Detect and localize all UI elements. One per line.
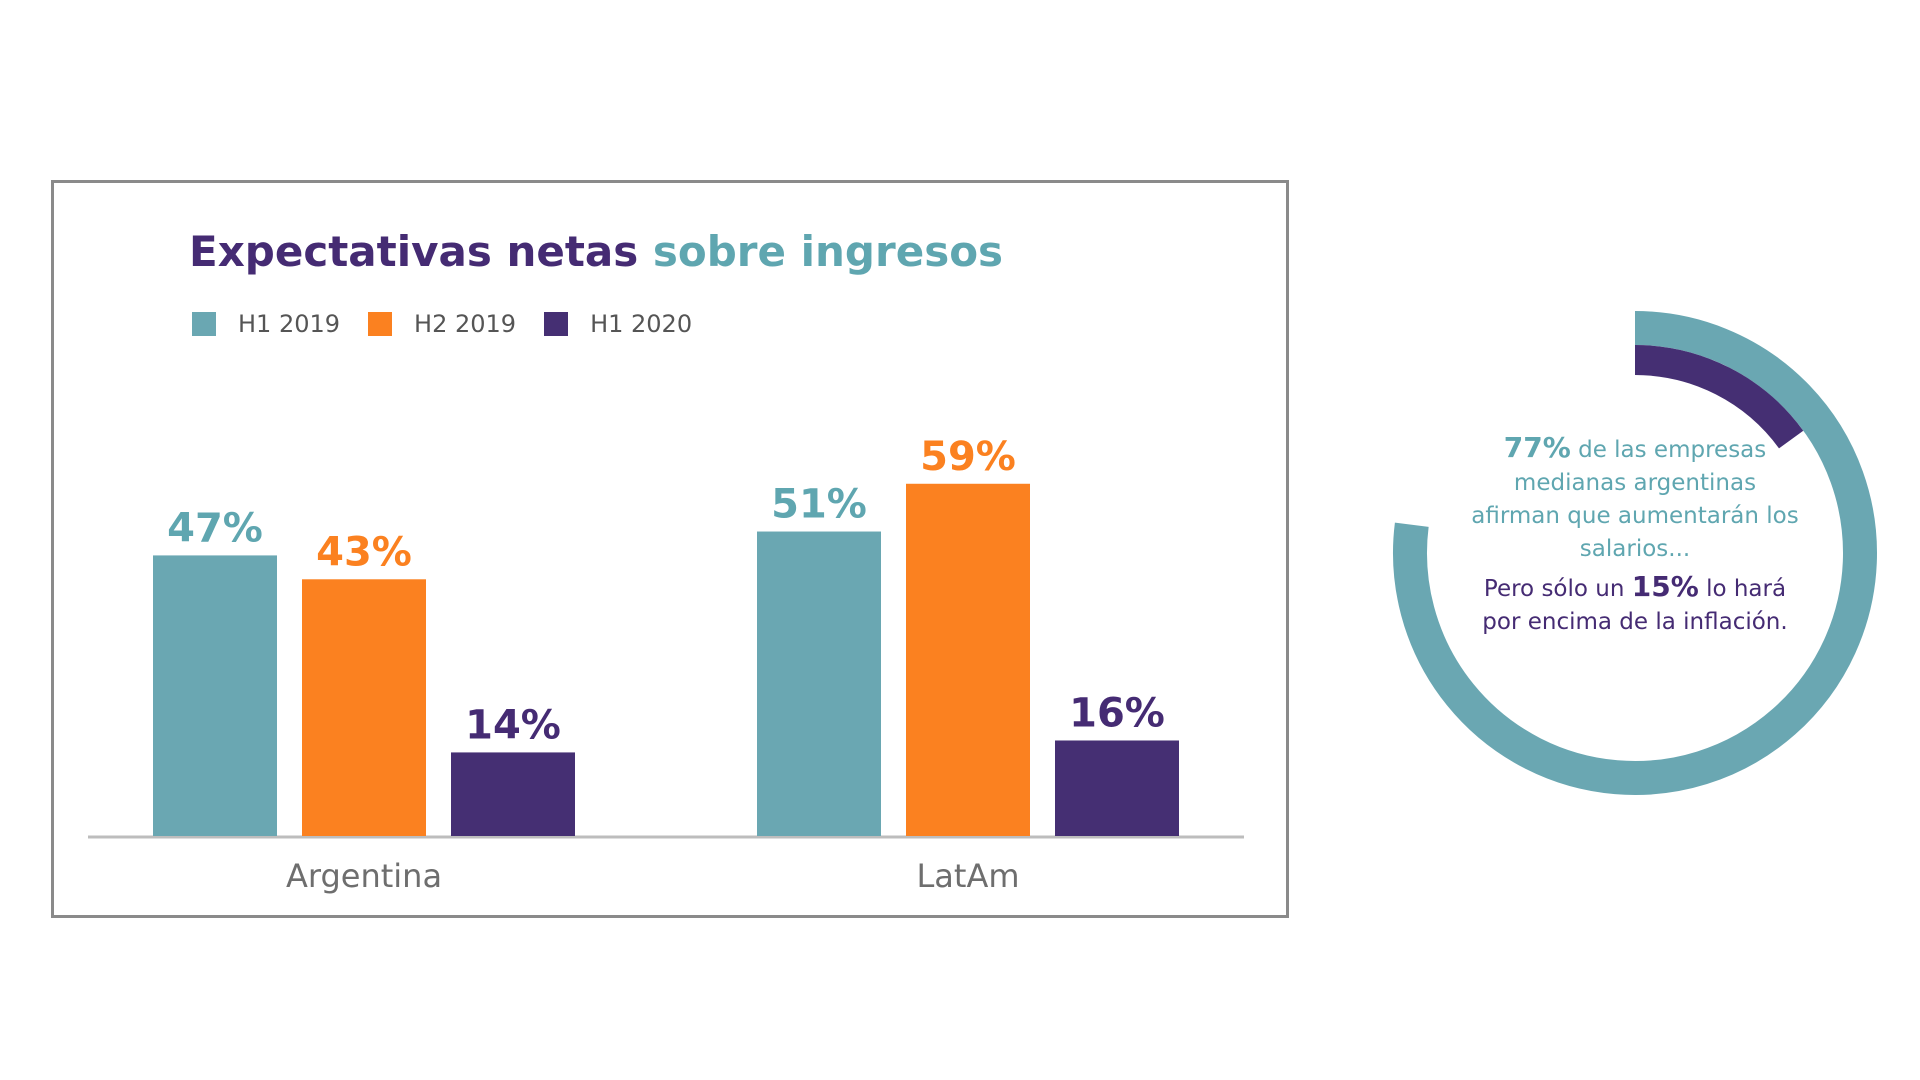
legend-item-h2-2019: H2 2019 <box>368 310 516 338</box>
donut-text-1: de las empresas medianas argentinas afir… <box>1471 437 1799 562</box>
bar-latam-2 <box>1055 740 1179 836</box>
chart-title-part-1: Expectativas netas <box>189 227 639 276</box>
donut-chart <box>1393 311 1877 795</box>
legend-swatch <box>544 312 569 336</box>
chart-title: Expectativas netas sobre ingresos <box>189 227 1003 276</box>
data-label: 16% <box>1069 690 1165 736</box>
donut-stat-77: 77% <box>1503 431 1571 464</box>
bar-latam-0 <box>757 531 881 836</box>
donut-text-2-suffix: lo hará por encima de la inflación. <box>1482 576 1788 635</box>
legend-swatch <box>368 312 393 336</box>
legend-swatch <box>192 312 216 336</box>
bar-latam-1 <box>906 483 1030 836</box>
data-label: 59% <box>920 434 1016 480</box>
donut-arc-15 <box>1634 345 1804 449</box>
legend-item-h1-2020: H1 2020 <box>544 310 692 338</box>
donut-text-line-2: Pero sólo un 15% lo hará por encima de l… <box>1470 570 1800 639</box>
bar-argentina-2 <box>451 752 575 836</box>
donut-text-line-1: 77% de las empresas medianas argentinas … <box>1470 431 1800 566</box>
chart-legend: H1 2019 H2 2019 H1 2020 <box>192 310 692 338</box>
donut-stat-15: 15% <box>1631 570 1699 603</box>
data-label: 51% <box>771 482 867 528</box>
chart-frame: Expectativas netas sobre ingresos H1 201… <box>51 180 1289 918</box>
legend-label: H1 2019 <box>238 310 341 338</box>
category-label: LatAm <box>916 857 1019 895</box>
category-label: Argentina <box>286 857 442 895</box>
bar-argentina-0 <box>153 555 277 836</box>
legend-label: H2 2019 <box>414 310 517 338</box>
legend-item-h1-2019: H1 2019 <box>192 310 340 338</box>
donut-infographic: 77% de las empresas medianas argentinas … <box>1375 293 1895 813</box>
data-label: 43% <box>316 529 412 575</box>
bar-chart: 47% 43% 14% Argentina 51% 59% 16% LatAm <box>88 434 1244 895</box>
chart-title-part-2: sobre ingresos <box>652 227 1004 276</box>
donut-arc-77 <box>1393 311 1877 795</box>
data-label: 14% <box>465 702 561 748</box>
bar-argentina-1 <box>302 579 426 836</box>
donut-text: 77% de las empresas medianas argentinas … <box>1470 431 1800 639</box>
legend-label: H1 2020 <box>590 310 693 338</box>
data-label: 47% <box>167 505 263 551</box>
donut-text-2-prefix: Pero sólo un <box>1483 576 1632 602</box>
